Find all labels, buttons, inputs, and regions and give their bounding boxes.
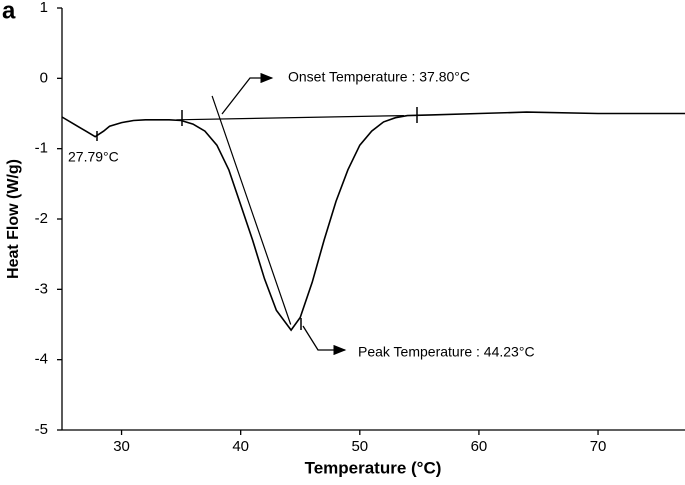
y-tick-label: -3 (35, 280, 48, 297)
x-tick-label: 40 (232, 438, 249, 455)
y-tick-label: 1 (40, 0, 48, 16)
peak-annotation: Peak Temperature : 44.23°C (358, 344, 535, 360)
y-tick-label: 0 (40, 69, 48, 86)
panel-label: a (2, 0, 16, 24)
x-tick-label: 50 (351, 438, 368, 455)
x-tick-label: 60 (471, 438, 488, 455)
x-tick-label: 70 (590, 438, 607, 455)
y-tick-label: -5 (35, 421, 48, 438)
peak-arrow (302, 325, 347, 356)
data-line (176, 115, 404, 121)
min-annotation: 27.79°C (68, 149, 119, 165)
onset-arrow (221, 72, 274, 115)
y-tick-label: -1 (35, 140, 48, 157)
data-line (211, 95, 292, 325)
x-axis-label: Temperature (°C) (305, 458, 442, 477)
data-line (61, 111, 685, 332)
y-tick-label: -2 (35, 210, 48, 227)
x-tick-label: 30 (113, 438, 130, 455)
onset-annotation: Onset Temperature : 37.80°C (288, 69, 470, 85)
y-tick-label: -4 (35, 351, 48, 368)
y-axis-label: Heat Flow (W/g) (5, 159, 22, 279)
